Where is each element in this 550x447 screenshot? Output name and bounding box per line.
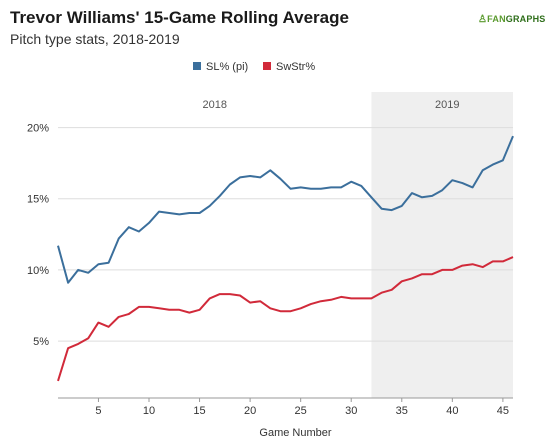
y-tick-label: 5%: [33, 336, 49, 348]
brand-text-fan: FAN: [487, 14, 506, 24]
chart-title: Trevor Williams' 15-Game Rolling Average: [10, 8, 349, 27]
x-tick-label: 20: [244, 405, 256, 417]
legend-label-sl-pct: SL% (pi): [206, 61, 248, 73]
x-axis-label: Game Number: [259, 427, 331, 439]
x-tick-label: 10: [143, 405, 155, 417]
x-tick-label: 25: [295, 405, 307, 417]
chart-subtitle: Pitch type stats, 2018-2019: [10, 31, 180, 47]
series-line-sl-pct: [57, 135, 514, 284]
season-region-2019: [371, 92, 513, 398]
x-tick-label: 15: [193, 405, 205, 417]
logo-icon: ♙: [478, 14, 488, 25]
y-tick-label: 10%: [27, 265, 49, 277]
x-tick-label: 30: [345, 405, 357, 417]
legend-swatch-sl-pct: [193, 62, 201, 70]
series-line-swstr-pct: [57, 256, 514, 382]
legend-label-swstr-pct: SwStr%: [276, 61, 315, 73]
region-label-2018: 2018: [202, 99, 226, 111]
x-tick-label: 35: [396, 405, 408, 417]
brand-logo: ♙FANGRAPHS: [478, 14, 546, 25]
x-tick-label: 5: [95, 405, 101, 417]
region-label-2019: 2019: [435, 99, 459, 111]
x-tick-label: 40: [446, 405, 458, 417]
legend-swatch-swstr-pct: [263, 62, 271, 70]
y-tick-label: 20%: [27, 123, 49, 135]
y-tick-label: 15%: [27, 194, 49, 206]
brand-text-graphs: GRAPHS: [505, 14, 546, 24]
x-tick-label: 45: [497, 405, 509, 417]
